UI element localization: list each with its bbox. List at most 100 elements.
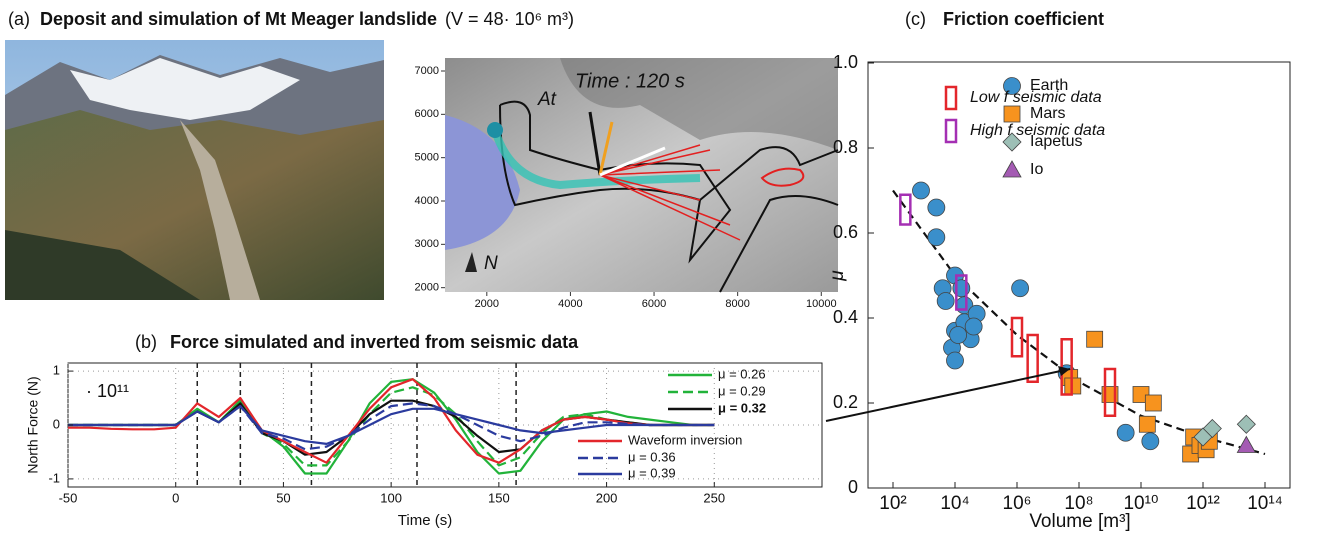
photo xyxy=(5,40,384,300)
x-tick-label: 10⁸ xyxy=(1064,493,1093,514)
x-tick-label: 150 xyxy=(488,490,510,505)
x-tick-label: 10¹² xyxy=(1186,493,1220,514)
legend-label: μ = 0.39 xyxy=(628,465,676,480)
y-tick-label: 0.8 xyxy=(833,137,858,157)
legend-label: μ = 0.29 xyxy=(718,383,766,398)
x-tick-label: 10⁴ xyxy=(940,493,969,514)
x-tick-label: 250 xyxy=(703,490,725,505)
legend-label: Waveform inversion xyxy=(628,432,742,447)
y-tick-label: 1.0 xyxy=(833,52,858,72)
point xyxy=(949,326,968,344)
legend-swatch xyxy=(944,118,958,144)
plot-frame xyxy=(867,61,1291,489)
x-tick-label: 6000 xyxy=(642,298,666,310)
point xyxy=(1116,423,1135,442)
map-annotation: At xyxy=(537,89,557,110)
point xyxy=(1141,432,1160,451)
y-tick-label: 0.2 xyxy=(833,392,858,412)
panel-label: (a) xyxy=(8,9,30,29)
legend-label: High f seismic data xyxy=(970,122,1105,139)
x-tick-label: 10² xyxy=(879,493,906,514)
legend-label: Earth xyxy=(1030,77,1068,94)
x-tick-label: 50 xyxy=(276,490,290,505)
trajectories xyxy=(599,144,741,241)
seismic-range xyxy=(1060,338,1073,396)
seismic-range xyxy=(899,193,912,226)
point xyxy=(936,292,955,310)
map-annotation: Time : 120 s xyxy=(575,70,685,92)
y-tick-label: 0 xyxy=(53,416,60,431)
point xyxy=(927,228,946,247)
panel-label: (c) xyxy=(905,9,926,29)
panel-title: Force simulated and inverted from seismi… xyxy=(170,332,579,352)
y-tick-label: 0.4 xyxy=(833,307,858,327)
title-subtitle: (V = 48· 10⁶ m³) xyxy=(445,9,574,29)
x-axis-label: Volume [m³] xyxy=(1029,511,1130,532)
point xyxy=(964,317,983,336)
legend-label: Low f seismic data xyxy=(970,89,1102,106)
valley-outline xyxy=(699,146,839,293)
y-tick-label: -1 xyxy=(48,470,60,485)
x-tick-label: 10¹⁴ xyxy=(1247,493,1283,514)
ridge xyxy=(525,58,838,150)
flow xyxy=(491,128,701,190)
force-vector xyxy=(588,111,602,176)
point xyxy=(1202,418,1222,439)
point xyxy=(1236,414,1256,434)
point xyxy=(1138,415,1156,433)
seismic-range xyxy=(1103,367,1117,417)
arrow-head xyxy=(1058,366,1070,376)
point xyxy=(1011,279,1030,298)
legend-label: Iapetus xyxy=(1030,133,1082,150)
map-relief xyxy=(445,58,839,293)
x-tick-label: 10000 xyxy=(806,298,837,310)
x-tick-label: 200 xyxy=(596,490,618,505)
legend-label: Mars xyxy=(1030,105,1066,122)
seismic-range xyxy=(1010,316,1024,358)
seismic-range xyxy=(1026,333,1039,383)
legend-swatch xyxy=(944,85,958,111)
legend-label: μ = 0.32 xyxy=(718,400,766,415)
legend-marker xyxy=(1003,77,1021,95)
force-vector-2 xyxy=(598,121,614,176)
legend-label: μ = 0.36 xyxy=(628,449,676,464)
point xyxy=(1236,435,1257,453)
y-tick-label: 1 xyxy=(53,363,60,378)
x-tick-label: 4000 xyxy=(558,298,582,310)
y-tick-label: 7000 xyxy=(415,65,439,77)
title-text: Deposit and simulation of Mt Meager land… xyxy=(40,9,437,29)
legend-label: Io xyxy=(1030,161,1043,178)
point xyxy=(946,351,964,370)
force-line xyxy=(68,405,715,445)
legend-marker xyxy=(1003,105,1021,123)
legend-marker xyxy=(1002,160,1022,178)
x-tick-label: 10⁶ xyxy=(1003,493,1032,514)
north-arrow xyxy=(465,252,477,272)
point xyxy=(1144,394,1162,412)
force-line xyxy=(68,378,715,464)
x-tick-label: 0 xyxy=(172,490,179,505)
y-tick-label: 0.6 xyxy=(833,222,858,242)
x-tick-label: -50 xyxy=(59,490,78,505)
y-axis-label: North Force (N) xyxy=(25,376,41,473)
source xyxy=(487,122,503,138)
seismic-range xyxy=(955,274,968,311)
y-axis-label: μ xyxy=(827,270,848,282)
y-tick-label: 0 xyxy=(848,477,858,497)
x-tick-label: 8000 xyxy=(725,298,749,310)
legend-marker xyxy=(1002,132,1022,152)
pointer-arrow xyxy=(825,368,1071,422)
panel-label: (b) xyxy=(135,332,157,352)
y-tick-label: 2000 xyxy=(415,282,439,294)
x-tick-label: 100 xyxy=(380,490,402,505)
panel-title: Deposit and simulation of Mt Meager land… xyxy=(40,9,574,29)
panel-title: Friction coefficient xyxy=(943,9,1104,29)
title-text: Force simulated and inverted from seismi… xyxy=(170,332,579,352)
scale-note: · 10¹¹ xyxy=(86,381,129,401)
velocity-vector xyxy=(599,146,666,177)
scar xyxy=(760,167,805,187)
x-axis-label: Time (s) xyxy=(398,512,452,529)
x-tick-label: 10¹⁰ xyxy=(1123,493,1158,514)
